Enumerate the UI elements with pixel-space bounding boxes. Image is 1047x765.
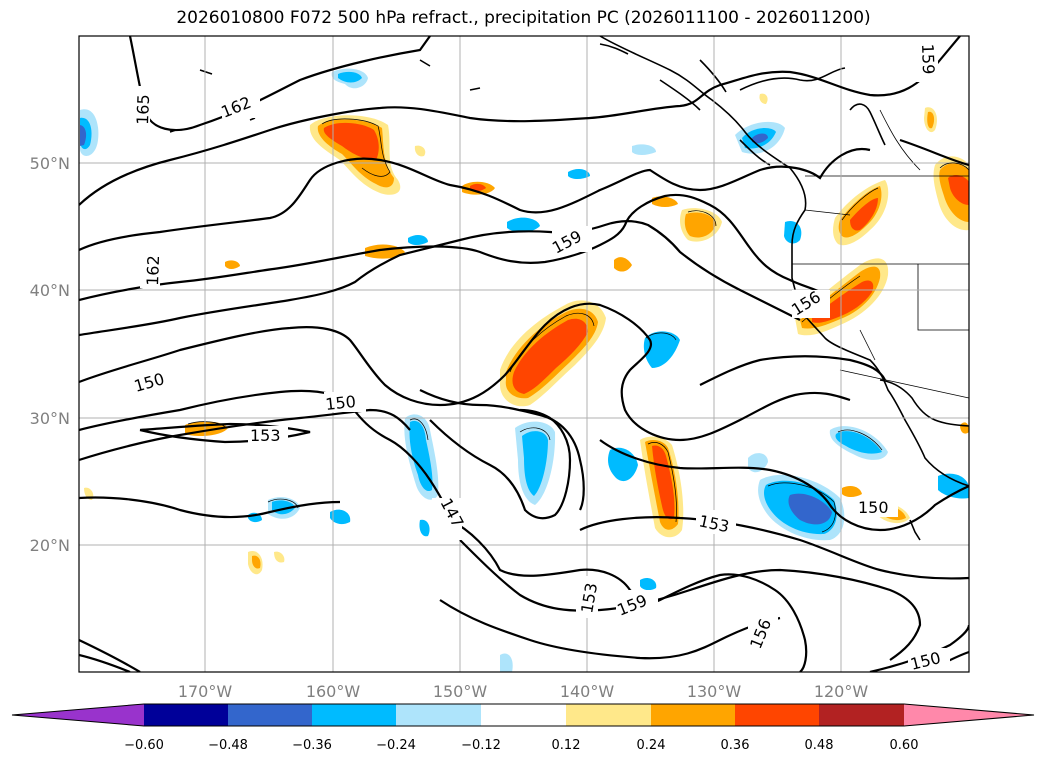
lat-label: 50°N: [30, 154, 70, 173]
colorbar-bin: [566, 704, 651, 726]
contour-label: 162: [143, 255, 163, 286]
colorbar: −0.60 −0.48 −0.36 −0.24 −0.12 0.12 0.24 …: [11, 703, 1035, 753]
lat-label: 30°N: [30, 409, 70, 428]
borders: [792, 109, 969, 399]
precip-outlines: [267, 118, 969, 533]
map-area: [79, 36, 969, 672]
colorbar-bin: [651, 704, 735, 726]
colorbar-tick: 0.60: [890, 738, 919, 753]
colorbar-bin: [735, 704, 819, 726]
contour-label: 165: [133, 94, 153, 125]
longitude-labels: 170°W 160°W 150°W 140°W 130°W 120°W: [178, 682, 869, 701]
lon-label: 140°W: [560, 682, 615, 701]
colorbar-bin: [228, 704, 312, 726]
colorbar-tick: −0.12: [461, 738, 501, 753]
lat-label: 40°N: [30, 281, 70, 300]
contour-label: 159: [918, 43, 938, 74]
colorbar-bin: [819, 704, 904, 726]
colorbar-tick: 0.48: [805, 738, 834, 753]
precip-fills: [80, 68, 969, 672]
lon-label: 170°W: [178, 682, 233, 701]
colorbar-bin: [312, 704, 396, 726]
colorbar-bin: [144, 704, 228, 726]
lon-label: 130°W: [687, 682, 742, 701]
colorbar-extend-high: [904, 704, 1034, 726]
coastlines: [169, 36, 969, 541]
contour-label: 150: [858, 498, 889, 517]
colorbar-tick: −0.60: [124, 738, 164, 753]
lon-label: 150°W: [433, 682, 488, 701]
latitude-labels: 50°N 40°N 30°N 20°N: [30, 154, 70, 555]
colorbar-tick: −0.24: [376, 738, 416, 753]
contour-label: 153: [250, 426, 281, 445]
refractivity-contours: [79, 36, 969, 672]
colorbar-extend-low: [12, 704, 144, 726]
colorbar-bin: [481, 704, 566, 726]
colorbar-tick: 0.12: [552, 738, 581, 753]
contour-label: 150: [324, 392, 356, 414]
plot-frame: [78, 35, 970, 673]
colorbar-bin: [396, 704, 481, 726]
lon-label: 160°W: [306, 682, 361, 701]
colorbar-tick: −0.48: [208, 738, 248, 753]
lon-label: 120°W: [814, 682, 869, 701]
colorbar-tick: −0.36: [292, 738, 332, 753]
colorbar-tick: 0.36: [721, 738, 750, 753]
figure-title: 2026010800 F072 500 hPa refract., precip…: [176, 8, 871, 28]
lat-label: 20°N: [30, 536, 70, 555]
colorbar-tick: 0.24: [637, 738, 666, 753]
